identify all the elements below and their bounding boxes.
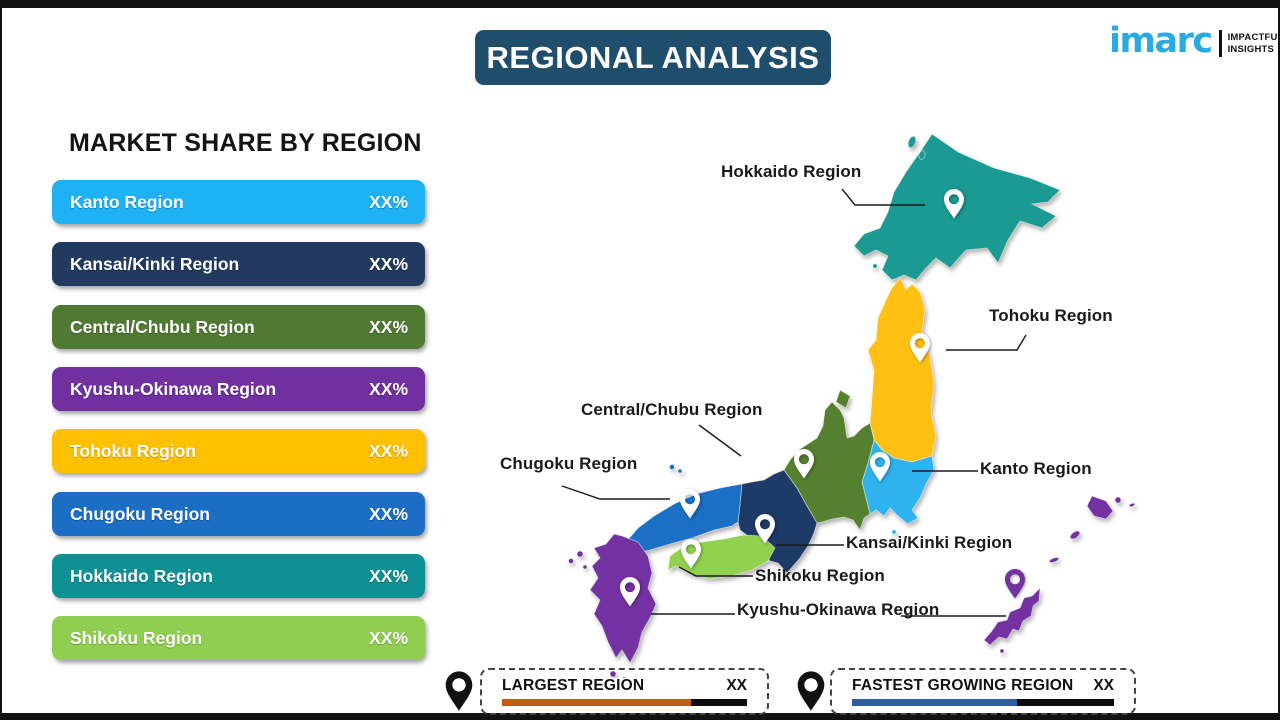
japan-map: [561, 133, 1136, 678]
largest-region-pin-icon: [445, 671, 473, 711]
largest-region-bar: [502, 699, 747, 706]
share-bar-hokkaido: Hokkaido Region XX%: [52, 554, 425, 598]
share-bar-value: XX%: [369, 503, 408, 524]
logo-tagline-line1: IMPACTFUL: [1227, 32, 1280, 44]
leader-chubu: [698, 424, 742, 457]
logo-divider: [1218, 30, 1222, 57]
map-region-shikoku: [667, 534, 776, 580]
logo-tagline-line2: INSIGHTS: [1227, 43, 1275, 55]
share-bar-label: Kyushu-Okinawa Region: [70, 378, 277, 399]
pin-okinawa: [1005, 569, 1025, 599]
share-bar-value: XX%: [369, 253, 408, 274]
map-label-kanto: Kanto Region: [980, 459, 1092, 478]
share-bar-chugoku: Chugoku Region XX%: [52, 492, 425, 536]
leader-hokkaido: [841, 188, 925, 206]
map-label-kyushu: Kyushu-Okinawa Region: [737, 600, 940, 619]
market-share-heading: MARKET SHARE BY REGION: [69, 129, 422, 157]
map-label-shikoku: Shikoku Region: [755, 566, 885, 585]
share-bar-value: XX%: [369, 316, 408, 337]
share-bar-label: Central/Chubu Region: [70, 316, 255, 337]
share-bar-value: XX%: [369, 440, 408, 461]
page-title: REGIONAL ANALYSIS: [475, 30, 831, 85]
largest-region-value: XX: [726, 677, 747, 694]
share-bar-label: Tohoku Region: [70, 440, 197, 461]
largest-region-bar-fill: [502, 699, 691, 706]
imarc-wordmark: imarc: [1109, 21, 1213, 61]
fastest-growing-bar-fill: [852, 699, 1018, 706]
share-bar-label: Hokkaido Region: [70, 565, 213, 586]
map-region-kyushu: [568, 533, 657, 678]
leader-shikoku: [678, 566, 753, 577]
share-bar-label: Shikoku Region: [70, 627, 203, 648]
share-bar-kanto: Kanto Region XX%: [52, 180, 425, 224]
share-bar-kansai: Kansai/Kinki Region XX%: [52, 242, 425, 286]
map-label-kansai: Kansai/Kinki Region: [846, 533, 1013, 552]
map-region-okinawa-islands: [983, 495, 1136, 654]
logo-tagline: IMPACTFUL INSIGHTS: [1228, 32, 1280, 55]
map-region-tohoku: [867, 277, 937, 463]
fastest-growing-label: FASTEST GROWING REGION: [852, 677, 1074, 694]
share-bar-value: XX%: [369, 565, 408, 586]
largest-region-legend: LARGEST REGION XX: [480, 668, 769, 715]
share-bar-kyushu: Kyushu-Okinawa Region XX%: [52, 367, 425, 411]
map-label-chubu: Central/Chubu Region: [581, 400, 763, 419]
leader-chugoku: [561, 485, 670, 500]
share-bar-label: Chugoku Region: [70, 503, 210, 524]
share-bar-label: Kansai/Kinki Region: [70, 253, 240, 274]
share-bar-value: XX%: [369, 191, 408, 212]
leader-lines: [561, 188, 1027, 617]
map-label-chugoku: Chugoku Region: [500, 454, 638, 473]
share-bar-shikoku: Shikoku Region XX%: [52, 616, 425, 660]
map-label-hokkaido: Hokkaido Region: [721, 162, 862, 181]
share-bar-value: XX%: [369, 627, 408, 648]
share-bar-value: XX%: [369, 378, 408, 399]
leader-tohoku: [946, 334, 1027, 351]
share-bar-label: Kanto Region: [70, 191, 184, 212]
fastest-growing-pin-icon: [797, 671, 825, 711]
map-label-tohoku: Tohoku Region: [989, 306, 1113, 325]
imarc-logo: imarc IMPACTFUL INSIGHTS: [1109, 24, 1280, 59]
fastest-growing-bar: [852, 699, 1114, 706]
share-bar-tohoku: Tohoku Region XX%: [52, 429, 425, 473]
largest-region-label: LARGEST REGION: [502, 677, 645, 694]
fastest-growing-value: XX: [1093, 677, 1114, 694]
fastest-growing-legend: FASTEST GROWING REGION XX: [830, 668, 1136, 715]
share-bar-chubu: Central/Chubu Region XX%: [52, 305, 425, 349]
